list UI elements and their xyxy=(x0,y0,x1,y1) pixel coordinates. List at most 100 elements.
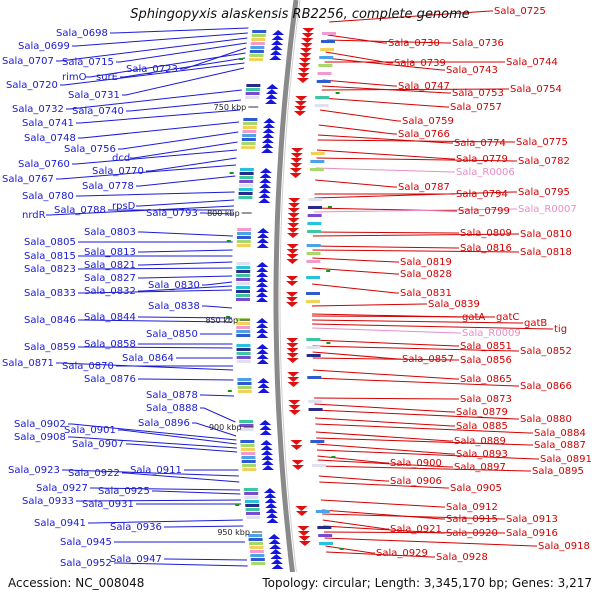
gene-label[interactable]: Sala_0866 xyxy=(520,381,572,392)
gene-label[interactable]: Sala_0739 xyxy=(394,58,446,69)
gene-label[interactable]: Sala_0832 xyxy=(84,286,136,297)
gene-label[interactable]: Sala_0915 xyxy=(446,514,498,525)
gene-label[interactable]: Sala_0945 xyxy=(60,537,112,548)
gene-label[interactable]: Sala_0778 xyxy=(82,181,134,192)
gene-label[interactable]: Sala_0779 xyxy=(456,154,508,165)
gene-label[interactable]: Sala_0828 xyxy=(400,269,452,280)
gene-label[interactable]: rimO xyxy=(62,72,87,83)
gene-label[interactable]: Sala_0707 xyxy=(2,56,54,67)
gene-label[interactable]: Sala_0821 xyxy=(84,260,136,271)
gene-label[interactable]: Sala_0920 xyxy=(446,528,498,539)
gene-label[interactable]: Sala_0757 xyxy=(450,102,502,113)
gene-label[interactable]: Sala_0876 xyxy=(84,374,136,385)
gene-label[interactable]: Sala_0887 xyxy=(534,440,586,451)
gene-label[interactable]: Sala_0774 xyxy=(454,138,506,149)
gene-label[interactable]: Sala_0929 xyxy=(376,548,428,559)
gene-label[interactable]: Sala_0916 xyxy=(506,528,558,539)
gene-label[interactable]: Sala_R0007 xyxy=(518,204,577,215)
gene-label[interactable]: Sala_0753 xyxy=(452,88,504,99)
gene-label[interactable]: Sala_0741 xyxy=(22,118,74,129)
gene-label[interactable]: Sala_0846 xyxy=(24,315,76,326)
gene-label[interactable]: Sala_0933 xyxy=(22,496,74,507)
gene-label[interactable]: Sala_0748 xyxy=(24,133,76,144)
gene-label[interactable]: Sala_0947 xyxy=(110,554,162,565)
gene-label[interactable]: Sala_0732 xyxy=(12,104,64,115)
gene-label[interactable]: Sala_0936 xyxy=(110,522,162,533)
gene-label[interactable]: Sala_0907 xyxy=(72,439,124,450)
gene-label[interactable]: Sala_0823 xyxy=(24,264,76,275)
gene-label[interactable]: rpsD xyxy=(112,201,136,212)
gene-label[interactable]: Sala_R0006 xyxy=(456,167,515,178)
gene-label[interactable]: Sala_0767 xyxy=(2,174,54,185)
gene-label[interactable]: Sala_0766 xyxy=(398,129,450,140)
gene-label[interactable]: Sala_0896 xyxy=(138,418,190,429)
gene-label[interactable]: Sala_0873 xyxy=(460,394,512,405)
gene-label[interactable]: Sala_0782 xyxy=(518,156,570,167)
gene-label[interactable]: Sala_0723 xyxy=(126,64,178,75)
gene-label[interactable]: Sala_0900 xyxy=(390,458,442,469)
gene-label[interactable]: Sala_0839 xyxy=(428,299,480,310)
gene-label[interactable]: Sala_0902 xyxy=(14,419,66,430)
gene-label[interactable]: Sala_0725 xyxy=(494,6,546,17)
gene-label[interactable]: Sala_0815 xyxy=(24,251,76,262)
gene-label[interactable]: Sala_0810 xyxy=(520,229,572,240)
gene-label[interactable]: Sala_0928 xyxy=(436,552,488,563)
gene-label[interactable]: Sala_0699 xyxy=(18,41,70,52)
gene-label[interactable]: Sala_0865 xyxy=(460,374,512,385)
gene-label[interactable]: Sala_0787 xyxy=(398,182,450,193)
gene-label[interactable]: Sala_0891 xyxy=(540,454,592,465)
gene-label[interactable]: Sala_0859 xyxy=(24,342,76,353)
gene-label[interactable]: Sala_0831 xyxy=(400,288,452,299)
gene-label[interactable]: Sala_0879 xyxy=(456,407,508,418)
gene-label[interactable]: Sala_0793 xyxy=(146,208,198,219)
gene-label[interactable]: Sala_0897 xyxy=(454,462,506,473)
gene-label[interactable]: Sala_0803 xyxy=(84,227,136,238)
gene-label[interactable]: Sala_0912 xyxy=(446,502,498,513)
gene-label[interactable]: gatA xyxy=(462,312,485,323)
gene-label[interactable]: Sala_0740 xyxy=(72,106,124,117)
gene-label[interactable]: Sala_0819 xyxy=(400,257,452,268)
gene-label[interactable]: Sala_0864 xyxy=(122,353,174,364)
gene-label[interactable]: Sala_0813 xyxy=(84,247,136,258)
gene-label[interactable]: Sala_0850 xyxy=(146,329,198,340)
gene-label[interactable]: Sala_0770 xyxy=(92,166,144,177)
gene-label[interactable]: Sala_0884 xyxy=(534,428,586,439)
gene-label[interactable]: Sala_0715 xyxy=(62,57,114,68)
gene-label[interactable]: dcd xyxy=(112,153,130,164)
gene-label[interactable]: Sala_0925 xyxy=(98,486,150,497)
gene-label[interactable]: nrdR xyxy=(22,210,46,221)
gene-label[interactable]: Sala_0952 xyxy=(60,558,112,569)
gene-label[interactable]: Sala_0923 xyxy=(8,465,60,476)
gene-label[interactable]: Sala_0809 xyxy=(460,228,512,239)
gene-label[interactable]: Sala_0908 xyxy=(14,432,66,443)
gene-label[interactable]: Sala_0885 xyxy=(456,421,508,432)
gene-label[interactable]: Sala_0794 xyxy=(456,189,508,200)
gene-label[interactable]: Sala_0913 xyxy=(506,514,558,525)
gene-label[interactable]: Sala_0744 xyxy=(506,57,558,68)
gene-label[interactable]: Sala_0759 xyxy=(402,116,454,127)
gene-label[interactable]: Sala_0931 xyxy=(82,499,134,510)
gene-label[interactable]: Sala_0889 xyxy=(454,436,506,447)
gene-label[interactable]: Sala_0799 xyxy=(458,206,510,217)
gene-label[interactable]: Sala_0780 xyxy=(22,191,74,202)
gene-label[interactable]: Sala_0756 xyxy=(64,144,116,155)
gene-label[interactable]: Sala_0760 xyxy=(18,159,70,170)
gene-label[interactable]: Sala_0830 xyxy=(148,280,200,291)
gene-label[interactable]: Sala_0730 xyxy=(388,38,440,49)
gene-label[interactable]: Sala_0911 xyxy=(130,465,182,476)
gene-label[interactable]: Sala_0720 xyxy=(6,80,58,91)
gene-label[interactable]: Sala_0906 xyxy=(390,476,442,487)
gene-label[interactable]: Sala_0921 xyxy=(390,524,442,535)
gene-label[interactable]: Sala_0857 xyxy=(402,354,454,365)
gene-label[interactable]: Sala_0698 xyxy=(56,28,108,39)
gene-label[interactable]: Sala_0901 xyxy=(64,425,116,436)
gene-label[interactable]: Sala_0922 xyxy=(68,468,120,479)
gene-label[interactable]: Sala_0880 xyxy=(520,414,572,425)
gene-label[interactable]: Sala_0856 xyxy=(460,355,512,366)
gene-label[interactable]: Sala_0918 xyxy=(538,541,590,552)
gene-label[interactable]: Sala_0754 xyxy=(510,84,562,95)
gene-label[interactable]: Sala_0941 xyxy=(34,518,86,529)
gene-label[interactable]: Sala_R0009 xyxy=(462,328,521,339)
gene-label[interactable]: Sala_0833 xyxy=(24,288,76,299)
gene-label[interactable]: Sala_0852 xyxy=(520,346,572,357)
